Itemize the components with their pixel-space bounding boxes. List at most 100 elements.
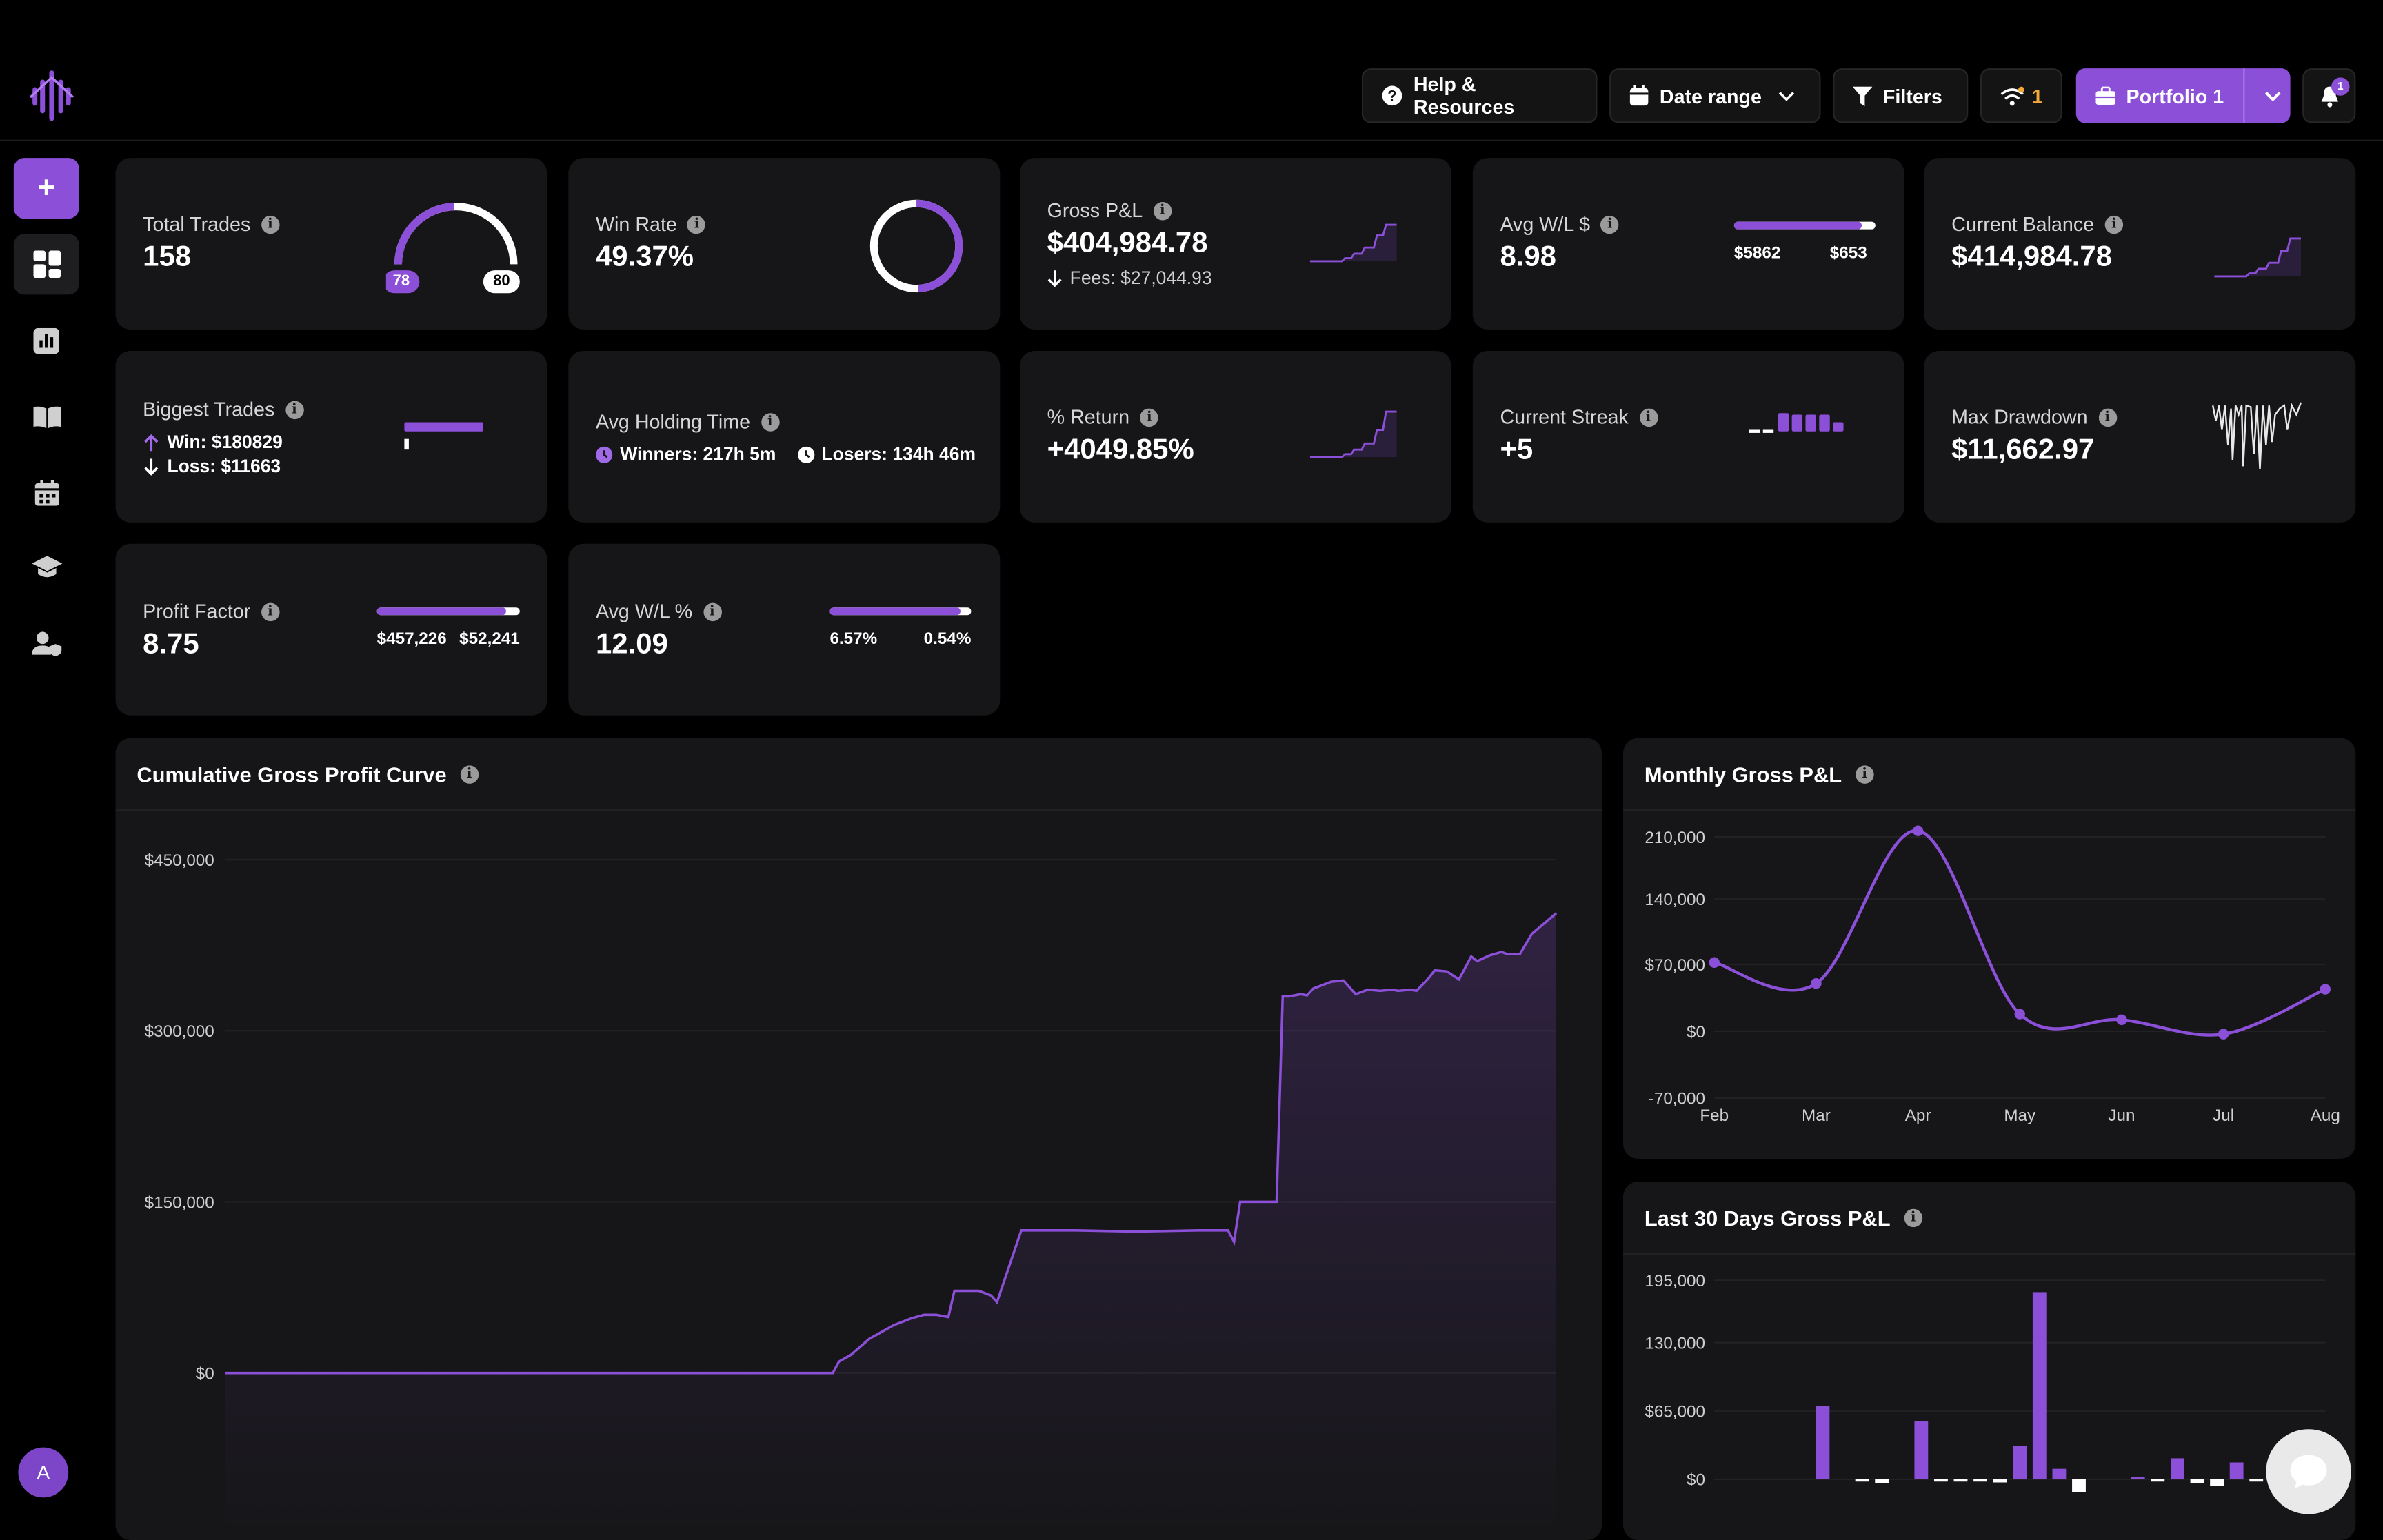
gross-loss-value: $52,241 [459, 630, 520, 649]
sidebar-item-education[interactable] [14, 538, 79, 598]
info-icon[interactable]: i [1904, 1208, 1922, 1228]
help-resources-button[interactable]: ? Help & Resources [1361, 68, 1598, 123]
pct-return-card: % Return i +4049.85% [1019, 350, 1451, 523]
help-icon: ? [1382, 85, 1402, 106]
max-drawdown-card: Max Drawdown i $11,662.97 [1924, 350, 2356, 523]
daily-bar [2210, 1479, 2224, 1486]
biggest-win-value: Win: $180829 [167, 431, 283, 453]
info-icon[interactable]: i [1639, 407, 1658, 426]
win-loss-gauge [385, 203, 520, 294]
avg-loss-dollar: $653 [1829, 244, 1867, 263]
user-avatar[interactable]: A [18, 1447, 69, 1498]
data-point [1811, 978, 1822, 989]
sidebar-item-calendar[interactable] [14, 462, 79, 523]
info-icon[interactable]: i [1153, 201, 1172, 220]
avg-wl-dollar-bar [1733, 221, 1876, 230]
y-tick-label: $70,000 [1645, 956, 1705, 975]
max-drawdown-value: $11,662.97 [1951, 434, 2095, 467]
daily-bar [1934, 1479, 1948, 1482]
y-tick-label: $0 [1687, 1471, 1705, 1490]
info-icon[interactable]: i [285, 400, 304, 418]
chat-widget-button[interactable] [2266, 1429, 2351, 1514]
sidebar-item-account[interactable] [14, 614, 79, 674]
avg-wl-dollar-label: Avg W/L $ [1500, 212, 1591, 236]
sidebar-item-journal[interactable] [14, 386, 79, 447]
clock-icon [797, 445, 814, 463]
notification-badge: 1 [2331, 77, 2350, 96]
book-icon [32, 405, 61, 428]
app-logo[interactable] [26, 70, 77, 121]
avg-wl-pct-value: 12.09 [596, 629, 668, 661]
reports-icon [33, 327, 59, 354]
max-drawdown-label: Max Drawdown [1951, 405, 2088, 429]
last-30-days-chart[interactable]: 195,000 130,000 $65,000 $0 [1623, 1182, 2355, 1540]
info-icon[interactable]: i [261, 214, 280, 234]
y-tick-label: $0 [196, 1365, 214, 1384]
total-trades-card: Total Trades i 158 78 80 [115, 158, 547, 330]
daily-bar [2013, 1446, 2027, 1479]
info-icon[interactable]: i [1140, 407, 1158, 426]
calendar-icon [34, 479, 59, 505]
y-tick-label: $450,000 [145, 851, 214, 870]
fees-value: Fees: $27,044.93 [1069, 267, 1212, 289]
win-rate-label: Win Rate [596, 212, 677, 236]
info-icon[interactable]: i [687, 214, 706, 234]
daily-bar [2170, 1458, 2184, 1479]
y-tick-label: $65,000 [1645, 1403, 1705, 1421]
profit-factor-card: Profit Factor i 8.75 $457,226 $52,241 [115, 543, 547, 716]
daily-bar [1855, 1479, 1869, 1482]
daily-bar [2229, 1462, 2244, 1479]
pct-return-label: % Return [1047, 405, 1130, 429]
info-icon[interactable]: i [761, 412, 779, 431]
data-point [2320, 984, 2331, 995]
sidebar-item-reports[interactable] [14, 310, 79, 370]
daily-bar [1816, 1406, 1830, 1479]
y-tick-label: 130,000 [1645, 1334, 1705, 1352]
date-range-dropdown[interactable]: Date range [1609, 68, 1821, 123]
info-icon[interactable]: i [1600, 214, 1619, 234]
x-tick-label: Aug [2311, 1106, 2340, 1125]
chevron-down-icon[interactable] [2265, 90, 2282, 101]
gross-pnl-sparkline [1309, 223, 1397, 263]
signal-status-button[interactable]: 1 [1980, 68, 2062, 123]
portfolio-selector[interactable]: Portfolio 1 [2075, 68, 2291, 123]
new-trade-button[interactable]: + [13, 158, 79, 219]
data-point [1709, 957, 1720, 968]
sidebar-item-dashboard[interactable] [13, 234, 79, 295]
sidebar: + A [0, 143, 94, 1540]
daily-bar [2190, 1479, 2204, 1484]
biggest-trades-label: Biggest Trades [143, 398, 275, 421]
info-icon[interactable]: i [2098, 407, 2117, 426]
avg-win-dollar: $5862 [1733, 244, 1781, 263]
help-resources-label: Help & Resources [1413, 72, 1515, 119]
y-tick-label: 195,000 [1645, 1272, 1705, 1290]
y-tick-label: 140,000 [1645, 891, 1705, 909]
daily-bar [1953, 1479, 1968, 1482]
current-balance-value: $414,984.78 [1951, 241, 2112, 274]
filter-icon [1852, 85, 1873, 106]
info-icon[interactable]: i [2104, 214, 2124, 234]
avg-wl-dollar-value: 8.98 [1500, 241, 1556, 274]
info-icon[interactable]: i [1855, 765, 1874, 784]
profit-factor-value: 8.75 [143, 629, 199, 661]
cumulative-profit-chart[interactable]: $450,000 $300,000 $150,000 $0 [116, 738, 1602, 1540]
avg-holding-time-label: Avg Holding Time [596, 409, 751, 433]
filters-button[interactable]: Filters [1833, 68, 1969, 123]
info-icon[interactable]: i [703, 602, 722, 621]
data-point [1912, 825, 1924, 836]
dashboard-icon [32, 250, 61, 278]
info-icon[interactable]: i [460, 765, 479, 784]
drawdown-sparkline [2211, 402, 2302, 469]
pct-return-sparkline [1309, 410, 1397, 458]
gross-pnl-card: Gross P&L i $404,984.78 Fees: $27,044.93 [1019, 158, 1451, 330]
daily-bar [1973, 1479, 1988, 1482]
info-icon[interactable]: i [261, 602, 280, 621]
y-tick-label: 210,000 [1645, 829, 1705, 847]
wifi-alert-icon [2000, 85, 2024, 105]
notifications-button[interactable]: 1 [2302, 68, 2356, 123]
biggest-trades-bars [404, 422, 483, 450]
monthly-pnl-panel: Monthly Gross P&L i 210,000 140,000 $70,000… [1622, 738, 2356, 1159]
current-balance-label: Current Balance [1951, 212, 2095, 236]
user-shield-icon [31, 631, 61, 656]
